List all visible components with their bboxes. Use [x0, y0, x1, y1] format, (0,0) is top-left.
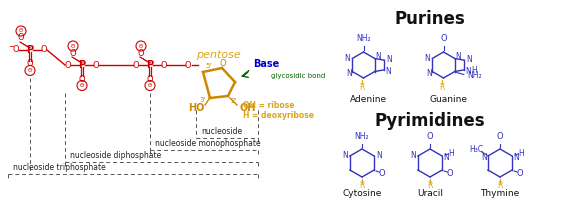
Text: O: O — [517, 169, 524, 177]
Text: N: N — [513, 153, 519, 162]
Text: nucleoside: nucleoside — [201, 127, 242, 136]
Text: O: O — [161, 61, 167, 70]
Text: O: O — [138, 49, 145, 58]
Text: glycosidic bond: glycosidic bond — [271, 73, 325, 79]
Text: R: R — [359, 82, 364, 92]
Text: NH₂: NH₂ — [355, 132, 369, 141]
Text: O: O — [132, 61, 139, 70]
Text: H = deoxyribose: H = deoxyribose — [243, 112, 314, 121]
Text: P: P — [146, 60, 154, 70]
Text: OH = ribose: OH = ribose — [243, 102, 294, 111]
Text: Base: Base — [253, 59, 279, 69]
Text: N: N — [455, 52, 461, 61]
Text: P: P — [26, 45, 33, 55]
Text: N: N — [425, 54, 430, 63]
Text: Cytosine: Cytosine — [342, 189, 382, 198]
Text: R: R — [439, 82, 444, 92]
Text: O: O — [13, 45, 20, 54]
Text: 2': 2' — [231, 98, 237, 104]
Text: O: O — [70, 49, 76, 58]
Text: O: O — [219, 60, 226, 69]
Text: N: N — [346, 69, 352, 78]
Text: H: H — [471, 66, 477, 75]
Text: HO: HO — [188, 103, 204, 113]
Text: R: R — [359, 182, 365, 191]
Text: N: N — [465, 67, 471, 76]
Text: Pyrimidines: Pyrimidines — [374, 112, 486, 130]
Text: N: N — [342, 152, 348, 161]
Text: O: O — [93, 61, 99, 70]
Text: N: N — [426, 69, 432, 78]
Text: N: N — [375, 52, 381, 61]
Text: P: P — [78, 60, 86, 70]
Text: O: O — [427, 132, 433, 141]
Text: O: O — [147, 74, 153, 83]
Text: O: O — [379, 169, 385, 177]
Text: N: N — [385, 67, 391, 76]
Text: −: − — [8, 44, 14, 50]
Text: Guanine: Guanine — [429, 95, 467, 104]
Text: 5': 5' — [206, 63, 212, 69]
Text: Θ: Θ — [80, 83, 84, 88]
Text: H: H — [448, 149, 454, 157]
Text: pentose: pentose — [196, 50, 240, 60]
Text: O: O — [26, 60, 33, 69]
Text: O: O — [185, 61, 191, 70]
Text: O: O — [447, 169, 453, 177]
Text: H: H — [518, 149, 524, 157]
Text: O: O — [497, 132, 503, 141]
Text: R: R — [427, 182, 433, 191]
Text: Purines: Purines — [395, 10, 465, 28]
Text: Θ: Θ — [19, 29, 23, 33]
Text: O: O — [79, 74, 85, 83]
Text: H₃C: H₃C — [469, 145, 483, 154]
Text: 3': 3' — [200, 97, 206, 103]
Text: N: N — [386, 55, 392, 64]
Text: Θ: Θ — [139, 43, 143, 49]
Text: N: N — [481, 153, 487, 162]
Text: nucleoside triphosphate: nucleoside triphosphate — [13, 163, 106, 172]
Text: N: N — [344, 54, 350, 63]
Text: O: O — [41, 45, 47, 54]
Text: Θ: Θ — [71, 43, 75, 49]
Text: Thymine: Thymine — [480, 189, 520, 198]
Text: Θ: Θ — [148, 83, 152, 88]
Text: N: N — [410, 152, 416, 161]
Text: nucleoside diphosphate: nucleoside diphosphate — [70, 151, 161, 160]
Text: nucleoside monophosphate: nucleoside monophosphate — [155, 139, 260, 148]
Text: O: O — [18, 33, 24, 42]
Text: N: N — [444, 153, 449, 162]
Text: O: O — [65, 61, 71, 70]
Text: O: O — [440, 34, 447, 43]
Text: N: N — [376, 152, 382, 161]
Text: Uracil: Uracil — [417, 189, 443, 198]
Text: NH₂: NH₂ — [356, 34, 371, 43]
Text: Adenine: Adenine — [350, 95, 386, 104]
Text: R: R — [497, 182, 503, 191]
Text: N: N — [466, 55, 472, 64]
Text: NH₂: NH₂ — [467, 71, 482, 80]
Text: OH: OH — [240, 103, 256, 113]
Text: Θ: Θ — [28, 68, 32, 73]
